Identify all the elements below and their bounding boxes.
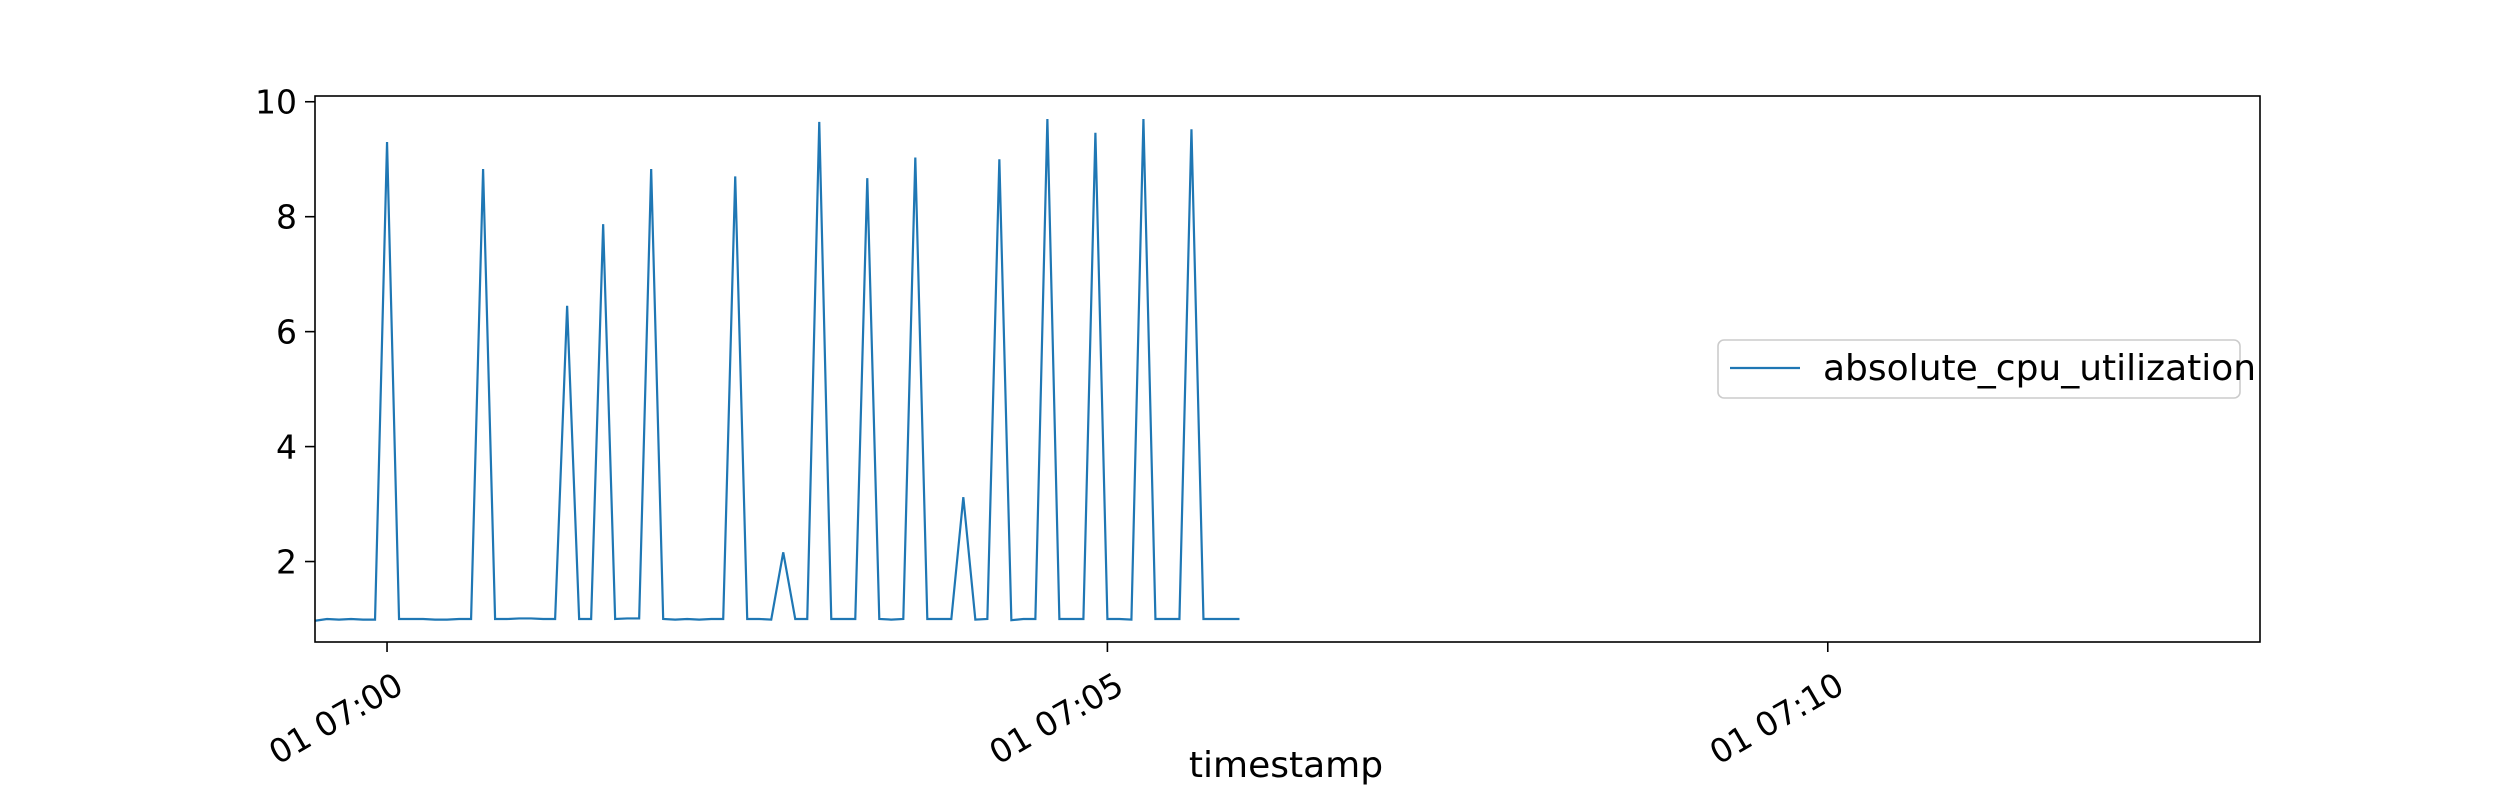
y-tick-label: 8: [276, 198, 297, 237]
series-line-absolute-cpu-utilization: [314, 118, 1240, 622]
y-tick-label: 6: [276, 313, 297, 352]
x-axis-ticks: 01 07:00 01 07:05 01 07:10: [262, 642, 1850, 772]
x-tick-label: 01 07:05: [982, 665, 1129, 773]
legend-box: [1717, 339, 2241, 399]
y-tick-label: 10: [255, 83, 297, 122]
x-tick-label: 01 07:10: [1703, 665, 1850, 773]
legend: absolute_cpu_utilization: [1717, 339, 2256, 399]
plot-frame: [314, 95, 2261, 643]
x-tick-label: 01 07:00: [262, 665, 409, 773]
legend-label: absolute_cpu_utilization: [1823, 348, 2256, 389]
y-tick-label: 4: [276, 428, 297, 467]
y-tick-label: 2: [276, 543, 297, 582]
y-axis-ticks: 2 4 6 8 10: [255, 83, 315, 582]
x-axis-title: timestamp: [1189, 745, 1383, 786]
